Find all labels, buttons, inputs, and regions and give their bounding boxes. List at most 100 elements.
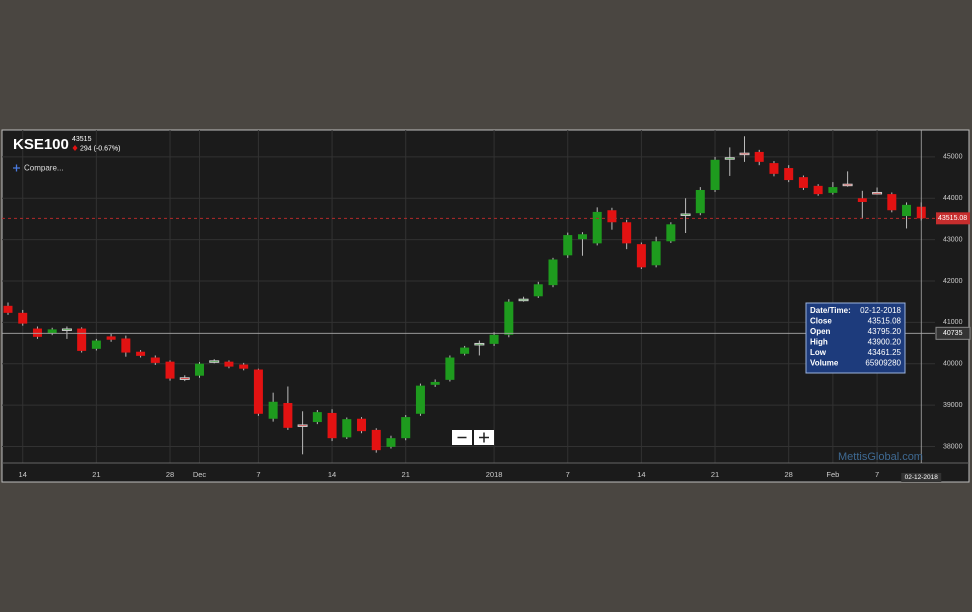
candles <box>3 136 926 455</box>
candle-body <box>342 419 352 438</box>
candle-body <box>121 338 131 353</box>
last-price-label: 43515.08 <box>938 215 967 222</box>
watermark: MettisGlobal.com <box>838 451 923 463</box>
y-tick-label: 43000 <box>943 236 963 243</box>
header-price: 43515 <box>72 136 92 143</box>
y-tick-label: 38000 <box>943 443 963 450</box>
candle-body <box>61 328 72 331</box>
candle-body <box>77 328 87 351</box>
zoom-glyphs <box>457 432 489 443</box>
tooltip-value: 43900.20 <box>868 338 902 347</box>
candle-body <box>622 222 632 244</box>
candle-body <box>239 364 249 369</box>
candle-body <box>842 183 853 187</box>
candle-body <box>710 159 720 190</box>
candle-body <box>386 438 396 447</box>
candle-body <box>401 417 411 439</box>
candle-body <box>784 168 794 181</box>
candle-body <box>312 412 322 423</box>
candle-body <box>489 334 499 344</box>
candle-body <box>828 187 838 193</box>
candle-body <box>136 351 146 356</box>
x-tick-label: 21 <box>711 470 719 479</box>
compare-button[interactable]: Compare... <box>24 164 64 173</box>
x-tick-label: 2018 <box>486 470 503 479</box>
tooltip-key: Open <box>810 327 831 336</box>
candle-body <box>577 234 587 240</box>
candle-body <box>563 235 573 256</box>
candle-body <box>91 340 101 349</box>
candle-body <box>887 194 897 211</box>
overlay: 43515.08 40735 02-12-2018 <box>2 130 971 482</box>
x-tick-label: 21 <box>402 470 410 479</box>
x-tick-label: 7 <box>566 470 570 479</box>
zoom-controls <box>452 430 494 445</box>
candle-body <box>724 157 735 160</box>
down-icon <box>72 145 78 151</box>
candle-body <box>769 163 779 174</box>
candle-body <box>47 329 57 334</box>
x-tick-label: Dec <box>193 470 207 479</box>
candle-body <box>902 204 912 217</box>
x-tick-label: 28 <box>166 470 174 479</box>
candle-body <box>533 284 543 297</box>
candle-body <box>474 342 485 346</box>
x-tick-label: 21 <box>92 470 100 479</box>
y-tick-label: 44000 <box>943 195 963 202</box>
y-tick-label: 41000 <box>943 319 963 326</box>
crosshair-x-badge <box>901 473 942 482</box>
candle-body <box>179 377 190 380</box>
candle-body <box>695 189 705 214</box>
candle-body <box>327 412 337 439</box>
tooltip-value: 43515.08 <box>868 317 902 326</box>
candle-body <box>504 301 514 335</box>
candle-body <box>253 369 263 414</box>
crosshair-x-label: 02-12-2018 <box>905 474 939 481</box>
candle-body <box>194 363 204 376</box>
candle-body <box>32 328 42 337</box>
candle-body <box>680 213 691 216</box>
tooltip-value: 02-12-2018 <box>860 306 901 315</box>
candle-body <box>150 357 160 363</box>
x-tick-label: 14 <box>328 470 336 479</box>
x-tick-label: 14 <box>19 470 27 479</box>
candle-body <box>636 244 646 268</box>
tooltip-key: Volume <box>810 359 839 368</box>
candle-body <box>607 210 617 223</box>
x-tick-label: 7 <box>256 470 260 479</box>
candle-body <box>651 241 661 266</box>
candle-body <box>371 429 381 451</box>
tooltip: Date/Time: 02-12-2018 Close 43515.08 Open 437… <box>805 302 906 374</box>
y-tick-label: 45000 <box>943 154 963 161</box>
compare-icon[interactable] <box>13 164 20 172</box>
candle-body <box>857 198 867 202</box>
header-change: 294 (-0.67%) <box>80 145 120 152</box>
candle-body <box>415 385 425 414</box>
grid: 38000 39000 40000 41000 42000 43000 44000 45000… <box>2 130 969 479</box>
y-tick-label: 39000 <box>943 402 963 409</box>
candle-body <box>297 424 308 427</box>
tooltip-key: High <box>810 338 828 347</box>
candle-body <box>268 401 278 419</box>
y-tick-label: 42000 <box>943 278 963 285</box>
candle-body <box>592 211 602 244</box>
candle-body <box>548 259 558 286</box>
candle-body <box>754 151 764 162</box>
crosshair-y-label: 40735 <box>943 330 963 337</box>
x-tick-label: 7 <box>875 470 879 479</box>
candle-body <box>460 347 470 354</box>
tooltip-value: 65909280 <box>865 359 901 368</box>
x-tick-label: Feb <box>826 470 839 479</box>
candle-body <box>813 185 823 195</box>
candle-body <box>283 403 293 428</box>
candle-body <box>518 298 529 302</box>
candle-body <box>798 177 808 188</box>
chart-title: KSE100 <box>13 136 69 153</box>
candle-body <box>209 360 220 363</box>
candle-body <box>739 152 750 156</box>
candle-body <box>224 361 234 367</box>
candle-body <box>18 312 28 324</box>
tooltip-key: Close <box>810 317 832 326</box>
candle-body <box>872 191 883 195</box>
